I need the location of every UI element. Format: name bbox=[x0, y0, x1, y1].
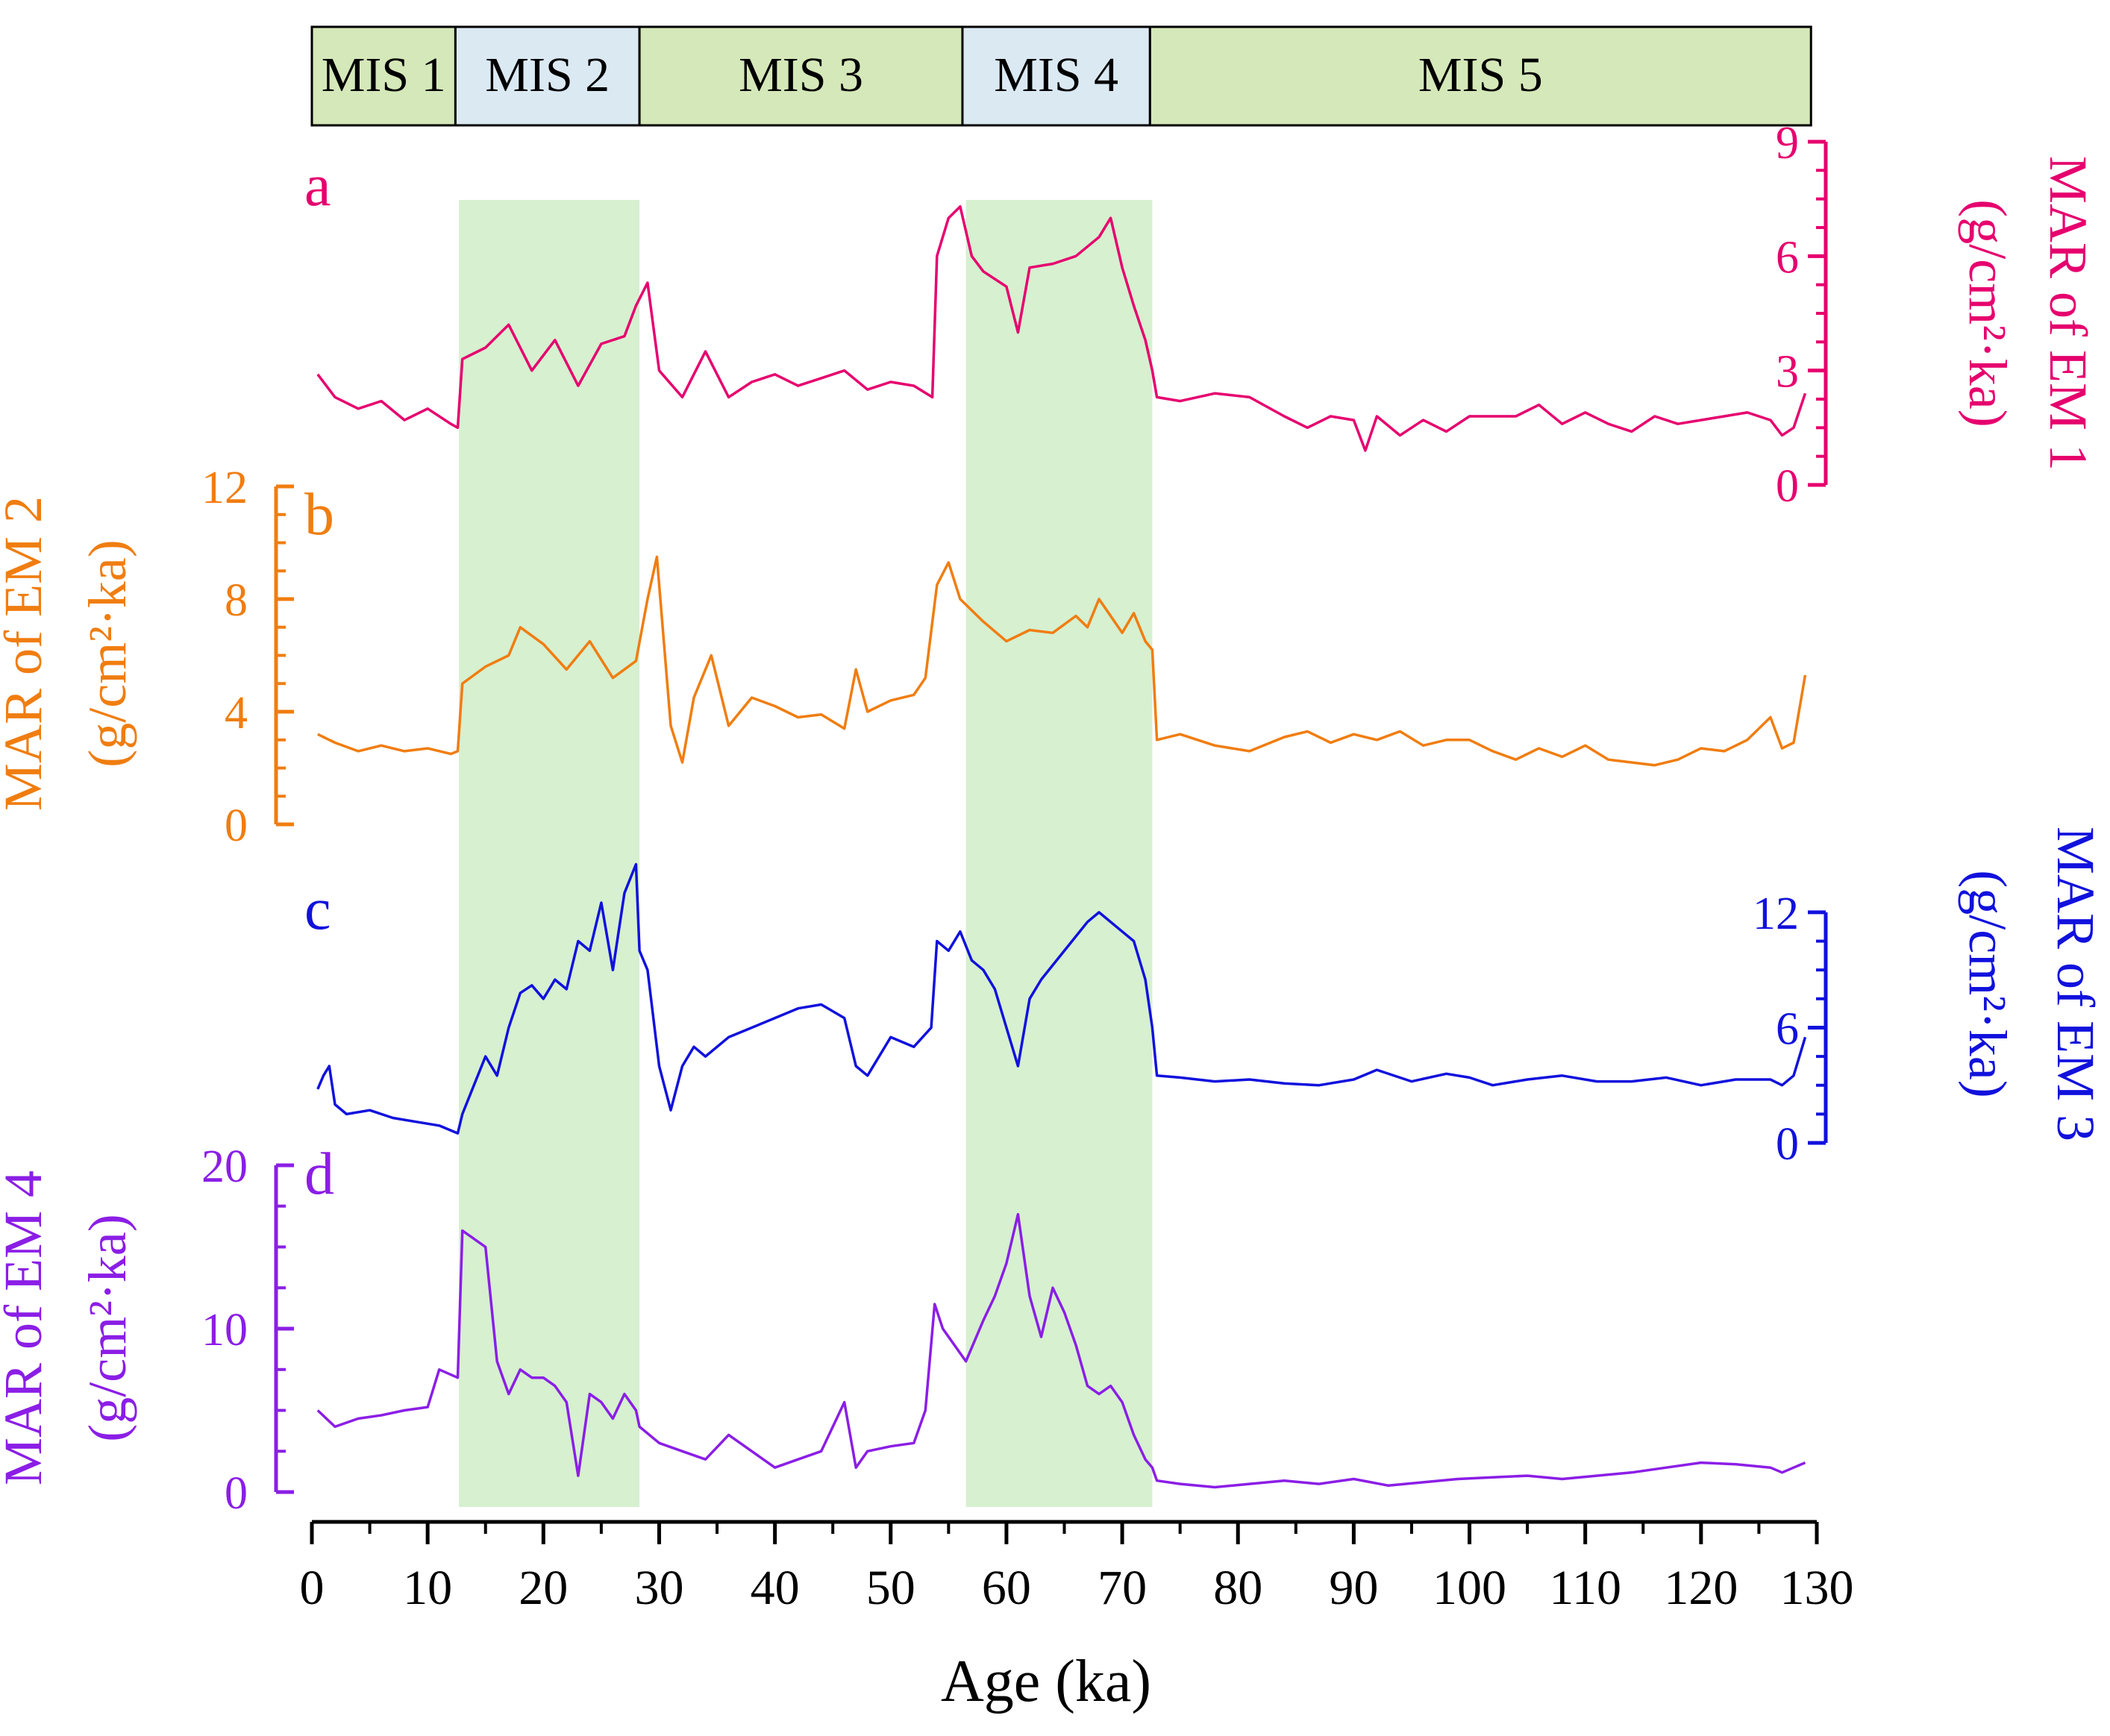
panel-labels: a MAR of EM 1 (g/cm²·ka) b MAR of EM 2 (g/cm²… bbox=[0, 153, 2106, 1485]
x-tick-label: 0 bbox=[300, 1561, 325, 1615]
mis-stage-label: MIS 1 bbox=[322, 48, 446, 102]
panel-letter-b: b bbox=[304, 482, 334, 548]
x-tick-label: 120 bbox=[1664, 1561, 1738, 1615]
panel-letter-a: a bbox=[304, 153, 331, 219]
mis-stage-box-5 bbox=[1148, 25, 1812, 127]
x-tick-label: 10 bbox=[403, 1561, 452, 1615]
x-tick-label: 80 bbox=[1213, 1561, 1262, 1615]
em2-y-tick-label: 4 bbox=[225, 688, 248, 739]
x-tick-label: 40 bbox=[751, 1561, 800, 1615]
em2-y-tick-label: 0 bbox=[225, 800, 248, 851]
x-tick-label: 20 bbox=[519, 1561, 568, 1615]
em1-y-tick-label: 9 bbox=[1776, 118, 1799, 169]
mis-stage-label: MIS 5 bbox=[1418, 48, 1543, 102]
em4-axis-title: MAR of EM 4 bbox=[0, 1171, 53, 1485]
em4-y-tick-label: 20 bbox=[201, 1141, 248, 1192]
em3-y-tick-label: 0 bbox=[1776, 1119, 1799, 1170]
em1-y-tick-label: 0 bbox=[1776, 461, 1799, 512]
highlight-band-1 bbox=[459, 200, 640, 1507]
em3-y-tick-label: 6 bbox=[1776, 1003, 1799, 1054]
em2-y-tick-label: 8 bbox=[225, 575, 248, 626]
em2-axis-unit: (g/cm²·ka) bbox=[78, 539, 137, 767]
x-tick-label: 60 bbox=[982, 1561, 1031, 1615]
em1-y-tick-label: 3 bbox=[1776, 347, 1799, 398]
em3-series-line bbox=[316, 862, 1807, 1135]
panel-letter-c: c bbox=[304, 877, 331, 942]
mis-stage-bar: MIS 1 MIS 2 MIS 3 MIS 4 MIS 5 bbox=[310, 25, 1812, 127]
em3-y-tick-label: 12 bbox=[1753, 889, 1799, 939]
em2-series-line bbox=[317, 555, 1807, 767]
em4-y-tick-label: 10 bbox=[201, 1305, 248, 1356]
em1-y-tick-label: 6 bbox=[1776, 232, 1799, 283]
mis-stage-label: MIS 2 bbox=[485, 48, 610, 102]
em1-series-line bbox=[316, 205, 1807, 452]
mis-stage-label: MIS 3 bbox=[739, 48, 863, 102]
em3-axis-unit: (g/cm²·ka) bbox=[1958, 870, 2017, 1097]
panel-letter-d: d bbox=[304, 1141, 334, 1207]
mis-stage-box-4 bbox=[961, 25, 1151, 127]
x-tick-label: 130 bbox=[1780, 1561, 1854, 1615]
em1-axis-unit: (g/cm²·ka) bbox=[1958, 199, 2017, 427]
mis-stage-box-1 bbox=[310, 25, 457, 127]
x-tick-label: 30 bbox=[634, 1561, 683, 1615]
x-tick-label: 70 bbox=[1098, 1561, 1147, 1615]
x-tick-label: 50 bbox=[866, 1561, 915, 1615]
x-axis-title: Age (ka) bbox=[941, 1649, 1151, 1714]
em4-series-line bbox=[316, 1212, 1806, 1489]
em2-y-tick-label: 12 bbox=[201, 463, 248, 513]
x-tick-label: 100 bbox=[1433, 1561, 1506, 1615]
x-tick-label: 90 bbox=[1329, 1561, 1378, 1615]
mis-stage-label: MIS 4 bbox=[994, 48, 1118, 102]
em2-axis-title: MAR of EM 2 bbox=[0, 496, 53, 811]
em4-y-tick-label: 0 bbox=[225, 1468, 248, 1519]
em1-axis-title: MAR of EM 1 bbox=[2038, 156, 2098, 471]
em4-axis-unit: (g/cm²·ka) bbox=[78, 1214, 137, 1441]
highlight-band-2 bbox=[965, 200, 1153, 1507]
x-tick-label: 110 bbox=[1549, 1561, 1621, 1615]
em3-axis-title: MAR of EM 3 bbox=[2046, 827, 2106, 1141]
series-lines bbox=[316, 205, 1807, 1489]
